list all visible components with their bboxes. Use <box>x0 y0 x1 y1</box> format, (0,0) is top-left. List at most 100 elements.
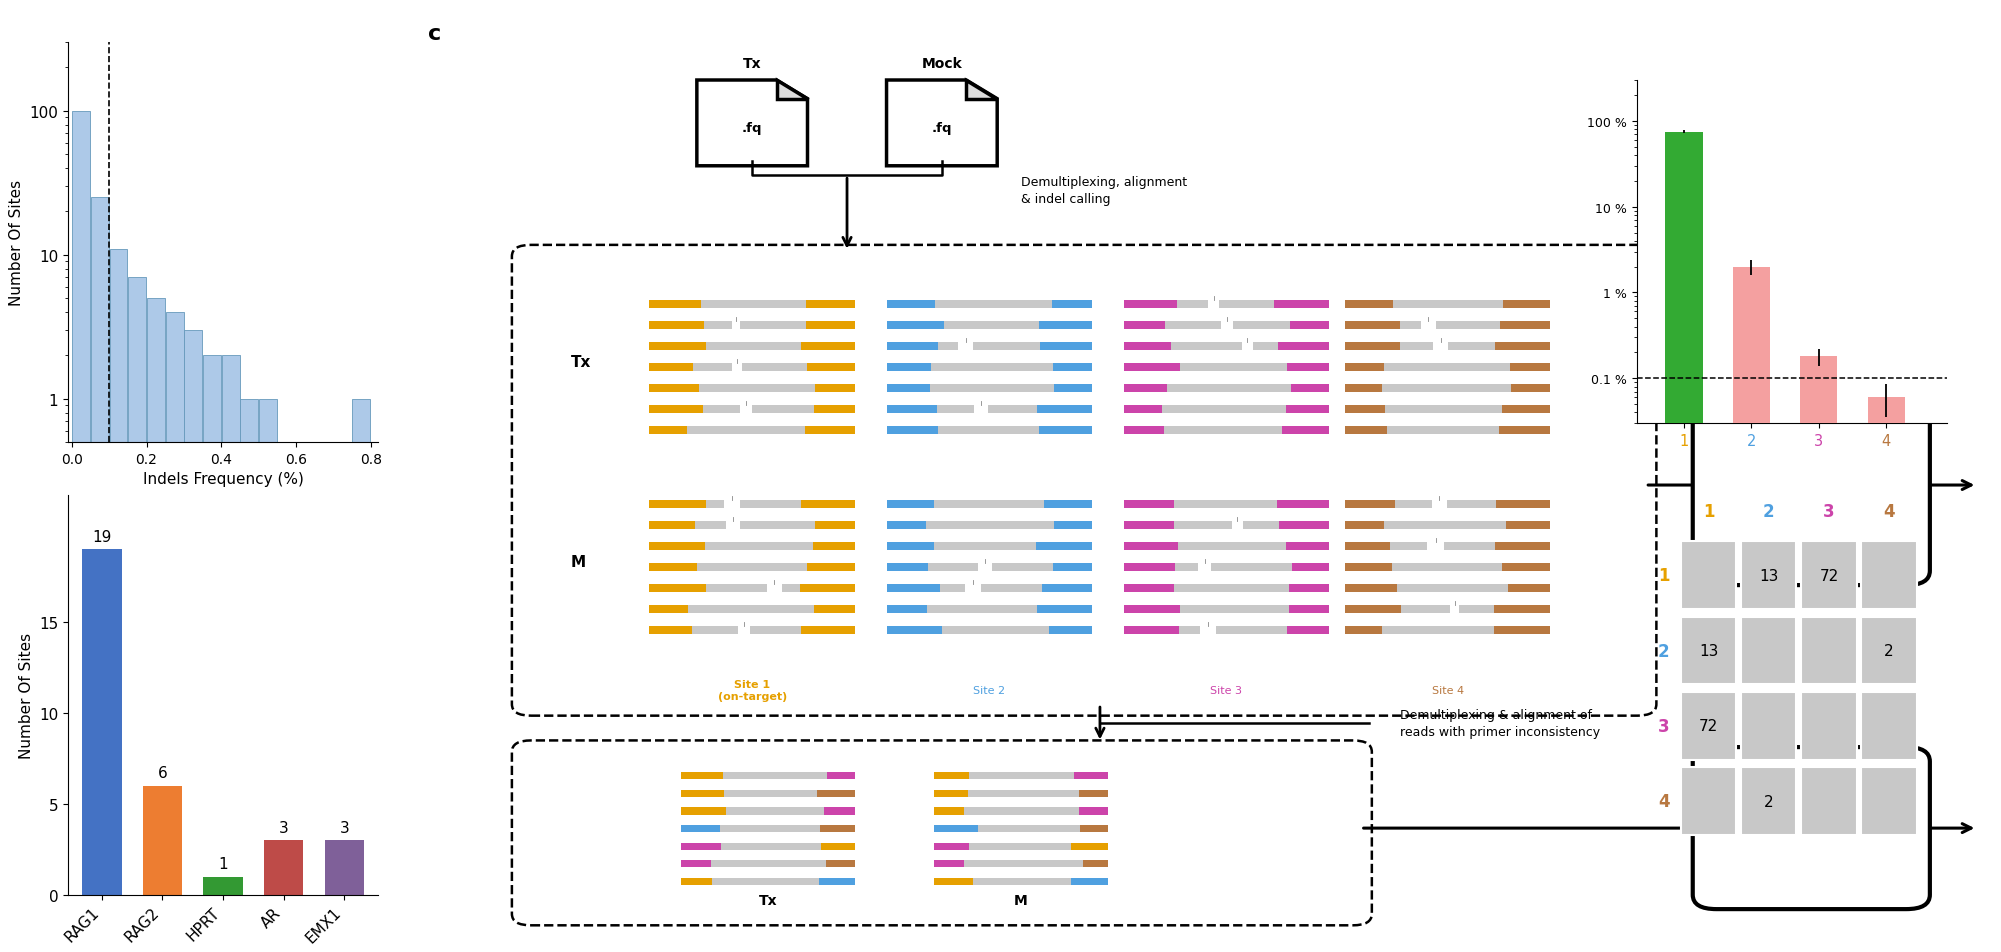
Bar <box>1071 843 1109 850</box>
Bar <box>800 501 854 508</box>
Text: 3: 3 <box>278 820 288 835</box>
Bar <box>1741 692 1797 760</box>
Bar <box>1733 268 1771 952</box>
Bar <box>1345 605 1551 613</box>
Bar <box>978 563 992 572</box>
Bar <box>1345 322 1551 329</box>
Bar <box>1287 364 1329 371</box>
Bar <box>1507 522 1551 529</box>
Bar <box>1681 767 1737 835</box>
Bar <box>814 406 854 413</box>
Polygon shape <box>886 81 996 167</box>
Bar <box>1125 585 1329 592</box>
Bar <box>202 356 220 952</box>
Text: 13: 13 <box>1699 644 1719 659</box>
Bar <box>1427 542 1443 551</box>
Bar <box>1801 767 1857 835</box>
Bar <box>1037 605 1093 613</box>
Bar <box>1125 543 1329 550</box>
Text: detection: detection <box>1775 845 1847 859</box>
Bar <box>816 790 854 797</box>
Bar <box>1053 301 1093 308</box>
Bar <box>146 299 164 952</box>
Bar <box>1511 385 1551 392</box>
Bar <box>934 772 968 780</box>
Bar <box>1053 564 1093 571</box>
Bar <box>650 605 688 613</box>
Bar <box>732 321 740 330</box>
Bar <box>1345 301 1551 308</box>
Bar <box>886 426 1093 434</box>
Bar <box>1345 426 1387 434</box>
Bar <box>650 343 854 350</box>
Bar <box>934 878 972 885</box>
Bar <box>1345 364 1551 371</box>
Bar <box>1503 301 1551 308</box>
Bar <box>650 426 854 434</box>
Bar <box>1345 426 1551 434</box>
Text: 2: 2 <box>1763 503 1775 521</box>
Text: 72: 72 <box>1819 568 1839 584</box>
Bar <box>1277 501 1329 508</box>
Bar <box>1125 501 1175 508</box>
Bar <box>1867 398 1905 952</box>
Bar <box>1125 605 1329 613</box>
Bar <box>264 841 304 895</box>
Bar <box>1289 605 1329 613</box>
Bar <box>1499 426 1551 434</box>
Bar <box>1071 878 1109 885</box>
Bar <box>1861 767 1917 835</box>
FancyBboxPatch shape <box>512 741 1373 925</box>
Bar <box>650 501 854 508</box>
Bar <box>1231 521 1243 530</box>
Bar <box>934 861 1109 867</box>
Bar <box>824 807 854 815</box>
Bar <box>886 322 944 329</box>
Text: 3: 3 <box>1659 717 1669 735</box>
Bar <box>650 364 692 371</box>
Bar <box>1283 426 1329 434</box>
Text: Mock: Mock <box>922 57 962 71</box>
Bar <box>650 322 854 329</box>
Bar <box>1345 406 1551 413</box>
Bar <box>934 807 964 815</box>
Bar <box>1125 564 1329 571</box>
Bar <box>934 825 978 832</box>
Bar <box>1083 861 1109 867</box>
Bar <box>1243 342 1253 351</box>
Bar <box>818 878 854 885</box>
Bar <box>650 501 706 508</box>
Bar <box>1285 543 1329 550</box>
Bar <box>886 301 1093 308</box>
Bar <box>934 878 1109 885</box>
Bar <box>958 342 972 351</box>
Text: 13: 13 <box>1759 568 1779 584</box>
Bar <box>886 385 930 392</box>
FancyBboxPatch shape <box>1693 386 1929 585</box>
Bar <box>886 322 1093 329</box>
Bar <box>1125 406 1329 413</box>
Bar <box>886 543 934 550</box>
Bar <box>1125 364 1181 371</box>
Bar <box>886 585 1093 592</box>
Bar <box>650 343 706 350</box>
Text: Demultiplexing, alignment
& indel calling: Demultiplexing, alignment & indel callin… <box>1021 175 1187 206</box>
Bar <box>886 406 936 413</box>
Bar <box>886 626 942 634</box>
Bar <box>886 605 1093 613</box>
Bar <box>650 522 854 529</box>
Bar <box>1801 357 1837 952</box>
Text: 4: 4 <box>1883 503 1895 521</box>
Bar <box>1125 564 1175 571</box>
Bar <box>1125 322 1329 329</box>
Bar <box>1451 605 1459 614</box>
Bar <box>1125 385 1329 392</box>
Bar <box>1501 564 1551 571</box>
Text: Site 3: Site 3 <box>1211 685 1243 695</box>
Bar <box>1079 807 1109 815</box>
Bar <box>680 878 854 885</box>
Bar <box>1345 343 1551 350</box>
Bar <box>680 843 720 850</box>
Bar <box>650 626 692 634</box>
Bar <box>1861 542 1917 609</box>
